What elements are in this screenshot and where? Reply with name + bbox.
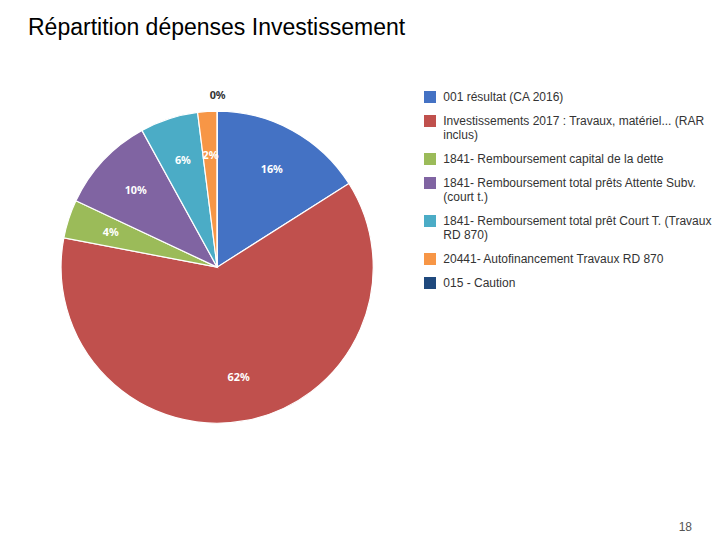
- html-text:18: 18: [678, 520, 692, 534]
- svg-text:16%: 16%: [261, 161, 283, 176]
- svg-text:4%: 4%: [103, 224, 119, 239]
- html-text:001 résultat (CA 2016): 001 résultat (CA 2016): [443, 90, 564, 104]
- svg-text:0%: 0%: [210, 87, 226, 102]
- html-text:20441- Autofinancement Travaux: 20441- Autofinancement Travaux RD 870: [443, 252, 664, 266]
- html-text:015 - Caution: 015 - Caution: [443, 276, 516, 290]
- svg-text:6%: 6%: [175, 152, 191, 167]
- svg-text:62%: 62%: [228, 369, 250, 384]
- svg-text:2%: 2%: [203, 147, 219, 162]
- html-text:1841- Remboursement total prêt: 1841- Remboursement total prêts Attente …: [443, 176, 696, 204]
- html-text:1841- Remboursement capital de: 1841- Remboursement capital de la dette: [443, 152, 664, 166]
- svg-text:10%: 10%: [125, 182, 147, 197]
- html-text:Répartition dépenses Investiss: Répartition dépenses Investissement: [28, 14, 406, 40]
- html-text:Investissements 2017 : Travaux: Investissements 2017 : Travaux, matériel…: [443, 114, 704, 142]
- html-text:1841- Remboursement total prêt: 1841- Remboursement total prêt Court T. …: [443, 214, 712, 242]
